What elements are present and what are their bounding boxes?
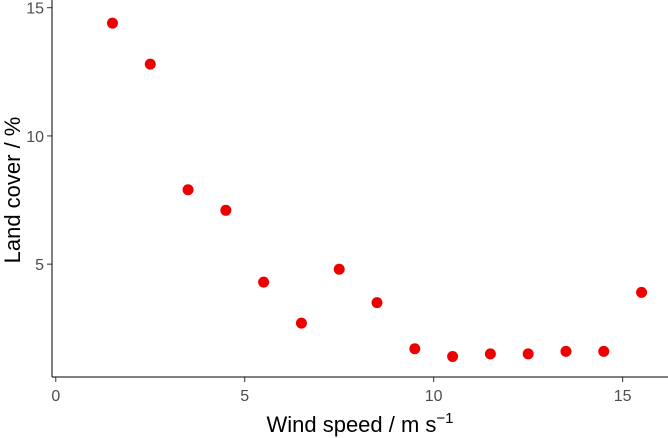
y-tick-label: 5 (35, 257, 44, 274)
y-tick-label: 10 (26, 129, 44, 146)
x-tick-label: 0 (51, 388, 60, 405)
y-axis-title: Land cover / % (0, 117, 25, 264)
data-point (447, 350, 459, 362)
x-axis-ticks: 0 5 10 15 (51, 377, 632, 405)
y-tick-label: 15 (26, 1, 44, 18)
data-point (106, 17, 118, 29)
y-axis-ticks: 5 10 15 (26, 1, 52, 274)
x-tick-label: 15 (614, 388, 632, 405)
data-points (106, 17, 648, 362)
data-point (409, 343, 421, 355)
data-point (560, 345, 572, 357)
data-point (484, 348, 496, 360)
data-point (220, 204, 232, 216)
x-axis-title: Wind speed / m s−1 (266, 410, 453, 437)
x-tick-label: 5 (240, 388, 249, 405)
x-tick-label: 10 (425, 388, 443, 405)
data-point (295, 317, 307, 329)
data-point (182, 184, 194, 196)
data-point (522, 348, 534, 360)
data-point (258, 276, 270, 288)
data-point (333, 263, 345, 275)
data-point (598, 345, 610, 357)
data-point (144, 58, 156, 70)
data-point (636, 286, 648, 298)
data-point (371, 297, 383, 309)
